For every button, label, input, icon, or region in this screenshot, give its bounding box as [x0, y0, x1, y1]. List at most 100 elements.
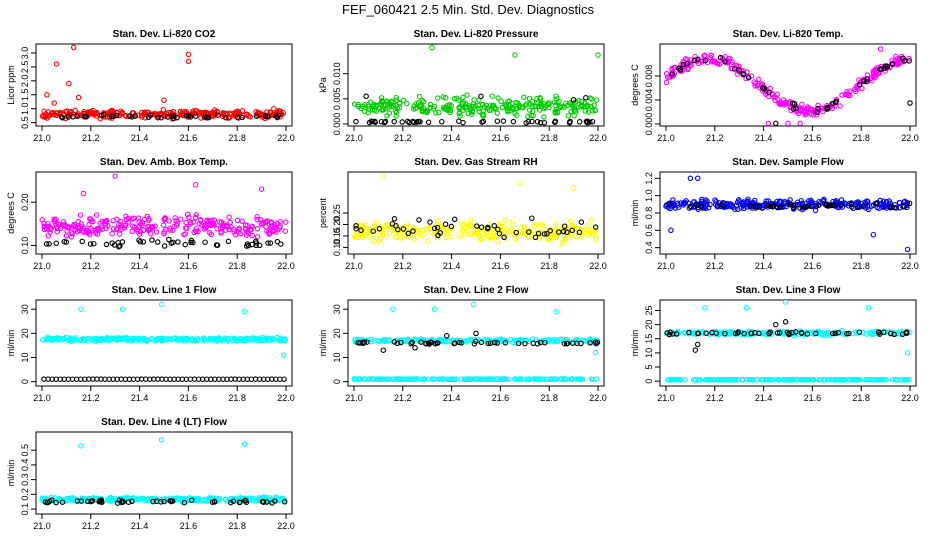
data-point	[804, 331, 811, 337]
data-point	[588, 96, 595, 102]
x-tick-label: 22.0	[901, 393, 919, 403]
data-point	[875, 329, 882, 335]
data-point	[414, 119, 420, 125]
data-point	[243, 226, 249, 232]
data-point	[741, 330, 747, 337]
data-point	[378, 95, 385, 101]
data-point	[138, 496, 144, 502]
series-primary-low	[665, 376, 912, 383]
data-point	[734, 330, 741, 336]
data-point	[734, 199, 741, 206]
panel-title: Stan. Dev. Line 2 Flow	[424, 285, 529, 296]
x-tick-label: 22.0	[589, 261, 607, 271]
data-point	[172, 215, 178, 221]
data-point	[497, 223, 504, 230]
data-point	[103, 241, 110, 248]
x-tick-label: 21.8	[228, 133, 246, 143]
data-point	[829, 330, 836, 337]
data-point	[192, 338, 199, 344]
panel-9: Stan. Dev. Line 3 Flow 21.0 21.2 21.4 21.6 21…	[630, 285, 919, 403]
data-point	[854, 377, 860, 383]
data-point-outlier	[743, 304, 750, 311]
data-point	[770, 203, 776, 210]
data-point	[386, 110, 393, 116]
data-point	[140, 239, 147, 245]
y-tick-label: 1.0	[20, 102, 30, 115]
data-point	[502, 217, 508, 224]
data-point	[120, 499, 126, 505]
data-point	[809, 203, 815, 210]
data-point-outlier	[380, 173, 387, 180]
data-point	[88, 216, 94, 223]
data-point	[392, 234, 399, 241]
data-point	[53, 240, 60, 247]
data-point	[117, 243, 123, 249]
data-point-outlier	[687, 175, 694, 182]
y-tick-label: 0.10	[20, 237, 30, 255]
data-point	[678, 200, 684, 206]
data-point	[371, 231, 377, 238]
data-point	[825, 377, 832, 383]
data-point	[566, 120, 573, 126]
data-point	[129, 223, 136, 229]
data-point	[527, 101, 533, 107]
data-point	[736, 63, 742, 70]
data-point	[472, 103, 479, 109]
x-tick-label: 21.0	[657, 261, 675, 271]
x-tick-label: 21.4	[755, 261, 773, 271]
plot-frame	[35, 43, 293, 127]
data-point	[447, 233, 453, 240]
data-point	[745, 74, 752, 81]
data-point	[759, 377, 765, 383]
series-secondary	[666, 200, 913, 211]
data-point	[161, 243, 168, 249]
data-point	[376, 105, 382, 111]
data-point	[87, 241, 94, 247]
y-axis-label: degrees C	[6, 192, 16, 234]
data-point	[227, 219, 233, 226]
panel-1: Stan. Dev. Li-820 CO2 21.0 21.2 21.4 21.6 21.…	[6, 29, 295, 143]
data-point-outlier	[429, 44, 435, 51]
data-point	[474, 223, 480, 229]
points	[351, 44, 601, 126]
data-point	[529, 215, 535, 221]
x-tick-label: 22.0	[277, 261, 295, 271]
panel-title: Stan. Dev. Line 3 Flow	[736, 285, 841, 296]
data-point	[578, 98, 585, 104]
data-point	[353, 118, 359, 125]
data-point	[215, 112, 221, 118]
data-point	[167, 225, 173, 231]
data-point	[561, 223, 568, 229]
data-point	[175, 239, 181, 245]
y-tick-label: 0.010	[332, 62, 342, 85]
data-point	[505, 109, 511, 115]
data-point	[578, 235, 584, 241]
data-point	[389, 221, 396, 227]
data-point	[557, 104, 564, 111]
data-point	[894, 377, 901, 383]
data-point	[434, 340, 440, 346]
data-point	[512, 376, 518, 382]
data-point	[456, 110, 463, 117]
y-tick-label: 10	[644, 348, 654, 358]
data-point	[813, 108, 820, 115]
data-point	[804, 109, 811, 116]
data-point	[416, 217, 422, 223]
data-point	[592, 339, 599, 345]
data-point	[846, 330, 852, 337]
data-point	[365, 376, 371, 382]
data-point	[695, 56, 701, 63]
data-point	[772, 97, 778, 104]
data-point	[770, 377, 776, 383]
data-point-outlier	[782, 300, 789, 305]
data-point-outlier	[595, 52, 601, 58]
data-point	[135, 228, 141, 235]
data-point-outlier	[877, 46, 884, 52]
data-point	[218, 228, 224, 235]
data-point	[83, 227, 90, 233]
data-point	[767, 329, 773, 335]
data-point	[391, 339, 398, 345]
x-tick-label: 21.0	[33, 521, 51, 531]
y-tick-label: 0.000	[644, 113, 654, 136]
points	[39, 437, 288, 506]
